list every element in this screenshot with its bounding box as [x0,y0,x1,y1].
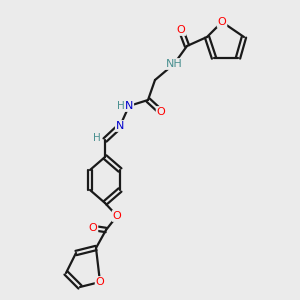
Text: N: N [116,121,124,131]
Text: O: O [112,211,122,221]
Text: NH: NH [166,59,182,69]
Text: N: N [125,101,133,111]
Text: O: O [88,223,98,233]
Text: O: O [218,17,226,27]
Text: H: H [93,133,101,143]
Text: O: O [96,277,104,287]
Text: H: H [117,101,125,111]
Text: O: O [177,25,185,35]
Text: O: O [157,107,165,117]
